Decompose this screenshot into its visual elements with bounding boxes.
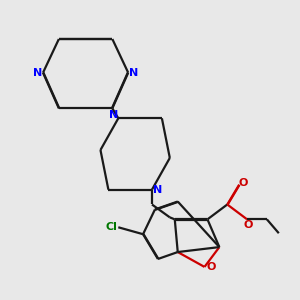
Text: Cl: Cl [106, 222, 118, 232]
Text: O: O [244, 220, 253, 230]
Text: N: N [33, 68, 42, 78]
Text: O: O [238, 178, 247, 188]
Text: N: N [109, 110, 119, 120]
Text: O: O [206, 262, 216, 272]
Text: N: N [129, 68, 138, 78]
Text: N: N [153, 184, 163, 195]
